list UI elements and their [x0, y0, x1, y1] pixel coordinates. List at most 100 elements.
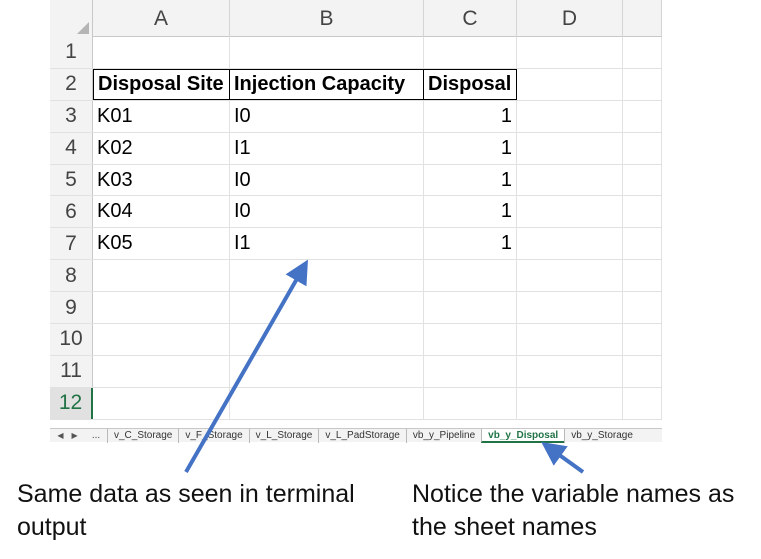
cell-disposal-site[interactable]: K01	[93, 100, 230, 132]
sheet-tab-bar: ◀ ▶ ... v_C_Storage v_F_Storage v_L_Stor…	[50, 428, 662, 443]
right-caption: Notice the variable names as the sheet n…	[412, 480, 735, 541]
cell[interactable]	[517, 132, 623, 164]
cell-disposal-site[interactable]: K04	[93, 196, 230, 228]
column-header-bar: A B C D	[50, 0, 662, 37]
cell-disposal[interactable]: 1	[424, 228, 517, 260]
cell[interactable]	[623, 132, 662, 164]
row-header[interactable]: 5	[50, 164, 93, 196]
cell[interactable]	[424, 355, 517, 387]
table-row: 8	[50, 260, 662, 293]
cell[interactable]	[623, 68, 662, 100]
cell[interactable]	[517, 387, 623, 419]
cell[interactable]	[517, 100, 623, 132]
column-header-b[interactable]: B	[230, 0, 424, 37]
row-header[interactable]: 6	[50, 196, 93, 228]
row-header[interactable]: 3	[50, 100, 93, 132]
table-row: 12	[50, 387, 662, 420]
cell-injection-capacity[interactable]: I0	[230, 196, 424, 228]
row-header[interactable]: 1	[50, 37, 93, 68]
tab-v-c-storage[interactable]: v_C_Storage	[107, 428, 178, 443]
cell[interactable]	[623, 355, 662, 387]
row-header[interactable]: 11	[50, 355, 93, 387]
tab-prev-icon[interactable]: ◀	[57, 431, 64, 440]
cell[interactable]	[623, 324, 662, 355]
select-all-triangle-icon	[77, 22, 89, 34]
row-header[interactable]: 10	[50, 324, 93, 355]
cell-injection-capacity[interactable]: I0	[230, 164, 424, 196]
row-header[interactable]: 8	[50, 260, 93, 292]
cell[interactable]	[424, 37, 517, 68]
column-header-e[interactable]	[623, 0, 662, 37]
cell[interactable]	[623, 196, 662, 228]
cell[interactable]	[230, 324, 424, 355]
cell-disposal[interactable]: 1	[424, 164, 517, 196]
cell-disposal[interactable]: 1	[424, 132, 517, 164]
column-header-d[interactable]: D	[517, 0, 623, 37]
tab-v-f-storage[interactable]: v_F_Storage	[178, 428, 248, 443]
cell[interactable]	[93, 37, 230, 68]
tab-v-l-padstorage[interactable]: v_L_PadStorage	[318, 428, 406, 443]
cell-disposal-site[interactable]: K03	[93, 164, 230, 196]
cell[interactable]	[230, 387, 424, 419]
header-cell-disposal[interactable]: Disposal	[424, 68, 517, 100]
cell[interactable]	[623, 260, 662, 292]
cell[interactable]	[623, 164, 662, 196]
cell[interactable]	[517, 260, 623, 292]
tab-next-icon[interactable]: ▶	[71, 431, 78, 440]
cell[interactable]	[93, 324, 230, 355]
row-header[interactable]: 7	[50, 228, 93, 260]
cell[interactable]	[517, 324, 623, 355]
column-header-c[interactable]: C	[424, 0, 517, 37]
cell-disposal-site[interactable]: K05	[93, 228, 230, 260]
row-header[interactable]: 4	[50, 132, 93, 164]
tab-v-l-storage[interactable]: v_L_Storage	[248, 428, 319, 443]
cell[interactable]	[93, 292, 230, 324]
column-header-a[interactable]: A	[93, 0, 230, 37]
cell-disposal[interactable]: 1	[424, 100, 517, 132]
select-all-corner[interactable]	[50, 0, 93, 37]
tab-vb-y-disposal[interactable]: vb_y_Disposal	[481, 428, 565, 443]
tab-ellipsis[interactable]: ...	[91, 430, 101, 441]
cell-injection-capacity[interactable]: I1	[230, 228, 424, 260]
cell[interactable]	[424, 387, 517, 419]
tab-vb-y-storage[interactable]: vb_y_Storage	[564, 428, 639, 443]
cell[interactable]	[623, 37, 662, 68]
header-cell-injection-capacity[interactable]: Injection Capacity	[230, 68, 424, 100]
cell[interactable]	[93, 355, 230, 387]
cell[interactable]	[517, 37, 623, 68]
cell[interactable]	[424, 324, 517, 355]
cell-injection-capacity[interactable]: I1	[230, 132, 424, 164]
left-caption: Same data as seen in terminal output	[17, 480, 355, 541]
tab-nav: ◀ ▶	[50, 431, 85, 440]
cell[interactable]	[623, 100, 662, 132]
cell[interactable]	[517, 228, 623, 260]
row-header-selected[interactable]: 12	[50, 387, 93, 419]
table-row: 5 K03 I0 1	[50, 164, 662, 197]
cell-injection-capacity[interactable]: I0	[230, 100, 424, 132]
tab-vb-y-pipeline[interactable]: vb_y_Pipeline	[405, 428, 481, 443]
row-header[interactable]: 9	[50, 292, 93, 324]
cell[interactable]	[517, 292, 623, 324]
cell-disposal-site[interactable]: K02	[93, 132, 230, 164]
cell[interactable]	[517, 355, 623, 387]
cell[interactable]	[93, 387, 230, 419]
cell[interactable]	[230, 37, 424, 68]
cell[interactable]	[230, 260, 424, 292]
cell[interactable]	[623, 292, 662, 324]
cell[interactable]	[623, 387, 662, 419]
spreadsheet-grid: A B C D 1 2 Disposal Site Injection Capa…	[50, 0, 662, 428]
cell[interactable]	[230, 355, 424, 387]
row-header[interactable]: 2	[50, 68, 93, 100]
cell[interactable]	[517, 164, 623, 196]
cell[interactable]	[623, 228, 662, 260]
table-row: 9	[50, 292, 662, 325]
cell[interactable]	[517, 196, 623, 228]
cell-disposal[interactable]: 1	[424, 196, 517, 228]
cell[interactable]	[517, 68, 623, 100]
cell[interactable]	[93, 260, 230, 292]
cell[interactable]	[424, 260, 517, 292]
table-row: 11	[50, 355, 662, 388]
cell[interactable]	[424, 292, 517, 324]
header-cell-disposal-site[interactable]: Disposal Site	[93, 68, 230, 100]
cell[interactable]	[230, 292, 424, 324]
